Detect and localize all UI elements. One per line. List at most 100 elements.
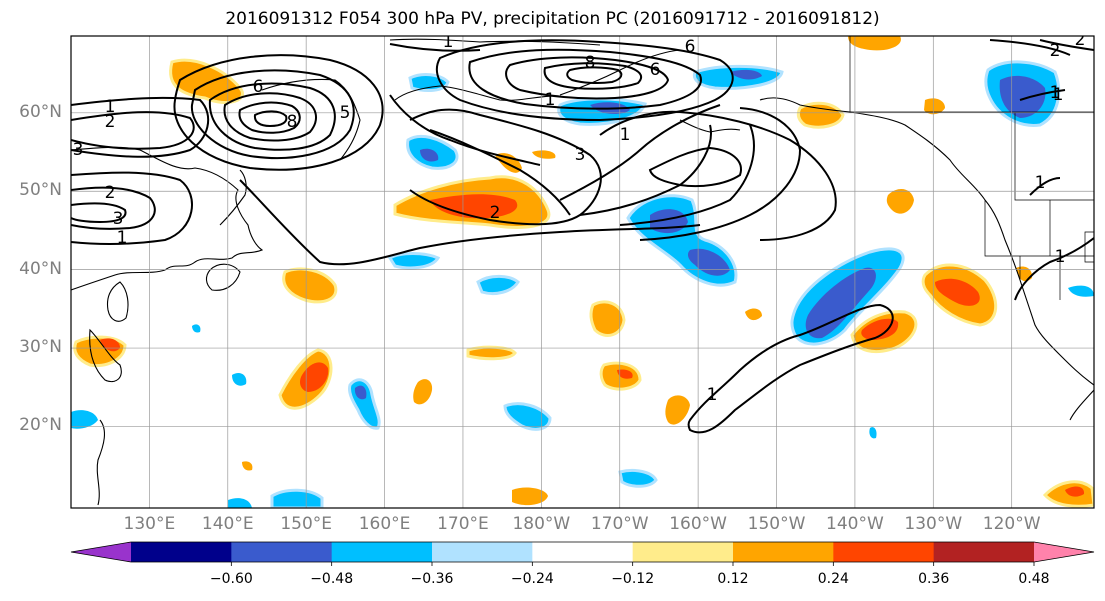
lon-label: 170°W bbox=[590, 514, 649, 534]
coastline bbox=[205, 263, 241, 291]
contour-label: 1 bbox=[707, 385, 718, 405]
lon-label: 140°W bbox=[826, 514, 884, 534]
colorbar-label: −0.12 bbox=[611, 571, 655, 587]
pv-contour bbox=[619, 124, 755, 226]
pv-contour bbox=[238, 101, 301, 134]
precip-positive-region bbox=[512, 487, 548, 506]
colorbar bbox=[70, 541, 1095, 566]
pv-contour bbox=[389, 94, 541, 166]
pv-contour bbox=[239, 179, 701, 266]
precip-negative-region bbox=[476, 274, 520, 296]
precip-negative-region bbox=[408, 73, 450, 92]
contour-label: 6 bbox=[685, 37, 696, 57]
precip-negative-region bbox=[730, 69, 762, 80]
contour-label: 1 bbox=[443, 32, 454, 52]
contour-label: 2 bbox=[105, 183, 116, 203]
precip-negative-region bbox=[270, 488, 324, 508]
precip-positive-region bbox=[532, 150, 556, 159]
coastline bbox=[106, 281, 129, 322]
pv-contour bbox=[190, 69, 355, 159]
precip-positive-region bbox=[935, 278, 980, 306]
contour-label: 2 bbox=[490, 203, 501, 223]
colorbar-segment bbox=[833, 542, 935, 562]
pv-contour bbox=[71, 186, 156, 230]
pv-contour bbox=[648, 146, 742, 188]
pv-contour bbox=[1014, 237, 1094, 301]
pv-contour bbox=[173, 54, 384, 171]
coastline bbox=[1069, 389, 1094, 421]
contour-label: 1 bbox=[545, 90, 556, 110]
contour-label: 2 bbox=[1050, 41, 1061, 61]
contour-label: 3 bbox=[73, 140, 84, 160]
pv-contour bbox=[71, 111, 195, 150]
precip-positive-region bbox=[886, 188, 914, 214]
coastline bbox=[96, 419, 106, 506]
colorbar-extend-high bbox=[1034, 542, 1094, 562]
contour-label: 6 bbox=[650, 60, 661, 80]
precip-positive-region bbox=[300, 362, 329, 392]
pv-contour bbox=[71, 202, 127, 224]
lon-label: 170°E bbox=[437, 514, 489, 534]
contour-label: 1 bbox=[620, 125, 631, 145]
precip-negative-region bbox=[420, 148, 439, 162]
contour-label: 3 bbox=[575, 145, 586, 165]
contour-label: 6 bbox=[253, 77, 264, 97]
lat-label: 60°N bbox=[19, 101, 62, 122]
lon-label: 130°W bbox=[904, 514, 963, 534]
coastline bbox=[394, 85, 561, 101]
precip-positive-region bbox=[617, 369, 633, 379]
map-title: 2016091312 F054 300 hPa PV, precipitatio… bbox=[225, 9, 880, 29]
coastline bbox=[389, 38, 601, 46]
pv-contour bbox=[71, 171, 193, 246]
precip-positive-region bbox=[1065, 486, 1085, 497]
pv-contour bbox=[566, 66, 623, 85]
contour-label: 5 bbox=[340, 103, 351, 123]
contour-label: 8 bbox=[585, 53, 596, 73]
precip-positive-region bbox=[430, 194, 518, 219]
precip-negative-region bbox=[71, 410, 98, 429]
pv-contour bbox=[1039, 39, 1094, 51]
colorbar-label: 0.12 bbox=[717, 571, 749, 587]
lon-label: 180°W bbox=[512, 514, 571, 534]
colorbar-segment bbox=[532, 542, 634, 562]
colorbar-segment bbox=[131, 542, 232, 562]
precip-negative-region bbox=[999, 75, 1046, 118]
political-borders bbox=[849, 36, 1094, 300]
pv-contour bbox=[687, 303, 894, 434]
map-frame bbox=[70, 35, 1095, 509]
lon-label: 130°E bbox=[123, 514, 176, 534]
precip-positive-region bbox=[466, 345, 517, 361]
pv-contour bbox=[223, 92, 317, 142]
lon-label: 140°E bbox=[201, 514, 254, 534]
lon-label: 150°E bbox=[280, 514, 333, 534]
pv-contour bbox=[409, 108, 602, 226]
lat-label: 40°N bbox=[19, 258, 62, 279]
precip-positive-region bbox=[796, 101, 845, 129]
coastline bbox=[219, 169, 247, 226]
precip-negative-region bbox=[354, 385, 367, 400]
colorbar-outline bbox=[70, 541, 1095, 563]
pv-contour bbox=[599, 110, 837, 241]
precip-negative-region bbox=[869, 427, 877, 439]
contour-label: 1 bbox=[1035, 173, 1046, 193]
precip-negative-region bbox=[192, 324, 201, 333]
colorbar-label: 0.24 bbox=[817, 571, 849, 587]
colorbar-label: −0.48 bbox=[310, 571, 354, 587]
lon-label: 160°W bbox=[669, 514, 727, 534]
lon-label: 120°W bbox=[982, 514, 1041, 534]
pv-contour bbox=[559, 104, 721, 201]
precip-positive-region bbox=[848, 36, 901, 51]
colorbar-label: 0.60 bbox=[1099, 571, 1105, 587]
precip-positive-region bbox=[665, 395, 690, 425]
precip-negative-region bbox=[618, 468, 658, 488]
colorbar-segment bbox=[331, 542, 433, 562]
colorbar-label: −0.24 bbox=[510, 571, 554, 587]
contour-label: 1 bbox=[105, 97, 116, 117]
pv-contour bbox=[1029, 177, 1061, 196]
precip-negative-region bbox=[1068, 285, 1094, 297]
pv-contour bbox=[253, 110, 288, 128]
colorbar-label: −0.60 bbox=[209, 571, 253, 587]
colorbar-extend-low bbox=[71, 542, 131, 562]
